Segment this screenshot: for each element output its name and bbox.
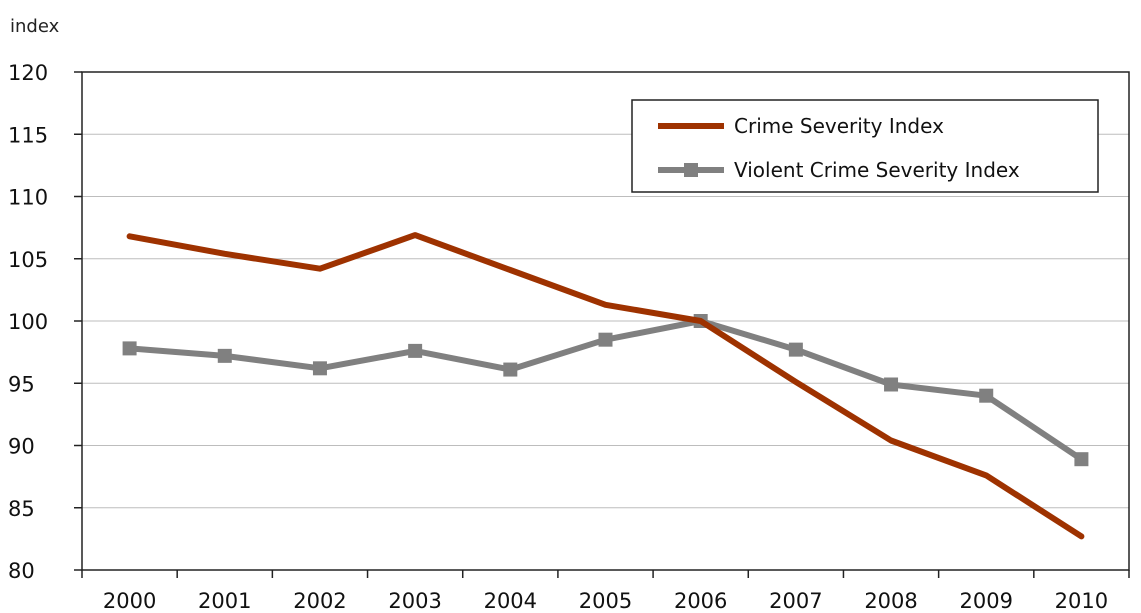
data-point-marker <box>979 388 994 403</box>
legend-box <box>631 99 1099 193</box>
data-point-marker <box>598 332 613 347</box>
data-point-marker <box>788 342 803 357</box>
x-tick-label: 2002 <box>293 589 346 613</box>
data-point-marker <box>503 362 518 377</box>
x-tick-label: 2007 <box>769 589 822 613</box>
x-axis: 2000 2001 2002 2003 2004 2005 2006 2007 2008 2009… <box>81 570 1130 613</box>
x-tick-label: 2003 <box>388 589 441 613</box>
legend-label: Crime Severity Index <box>734 114 944 138</box>
data-point-marker <box>312 361 327 376</box>
y-tick-label: 90 <box>8 435 35 459</box>
legend: Crime Severity Index Violent Crime Severi… <box>631 99 1099 193</box>
data-point-marker <box>122 341 137 356</box>
series-lines <box>122 232 1089 540</box>
data-point-marker <box>884 377 899 392</box>
y-tick-label: 105 <box>8 248 48 272</box>
y-tick-label: 100 <box>8 310 48 334</box>
data-point-marker <box>217 348 232 363</box>
x-tick-label: 2005 <box>579 589 632 613</box>
y-tick-label: 80 <box>8 559 35 583</box>
x-tick-label: 2000 <box>103 589 156 613</box>
data-point-marker <box>408 343 423 358</box>
legend-marker <box>684 163 698 177</box>
x-tick-label: 2006 <box>674 589 727 613</box>
legend-label: Violent Crime Severity Index <box>734 158 1020 182</box>
x-tick-label: 2010 <box>1055 589 1108 613</box>
y-tick-label: 110 <box>8 186 48 210</box>
x-tick-label: 2008 <box>864 589 917 613</box>
y-tick-label: 95 <box>8 372 35 396</box>
y-axis-unit-label: index <box>10 16 60 37</box>
y-tick-label: 85 <box>8 497 35 521</box>
series-line-crime-severity <box>126 232 1085 540</box>
x-tick-label: 2004 <box>484 589 537 613</box>
x-tick-label: 2009 <box>960 589 1013 613</box>
x-tick-label: 2001 <box>198 589 251 613</box>
y-tick-label: 120 <box>8 61 48 85</box>
y-axis: 80 85 90 95 100 105 110 115 120 <box>8 61 82 583</box>
data-point-marker <box>1074 452 1089 467</box>
y-tick-label: 115 <box>8 123 48 147</box>
